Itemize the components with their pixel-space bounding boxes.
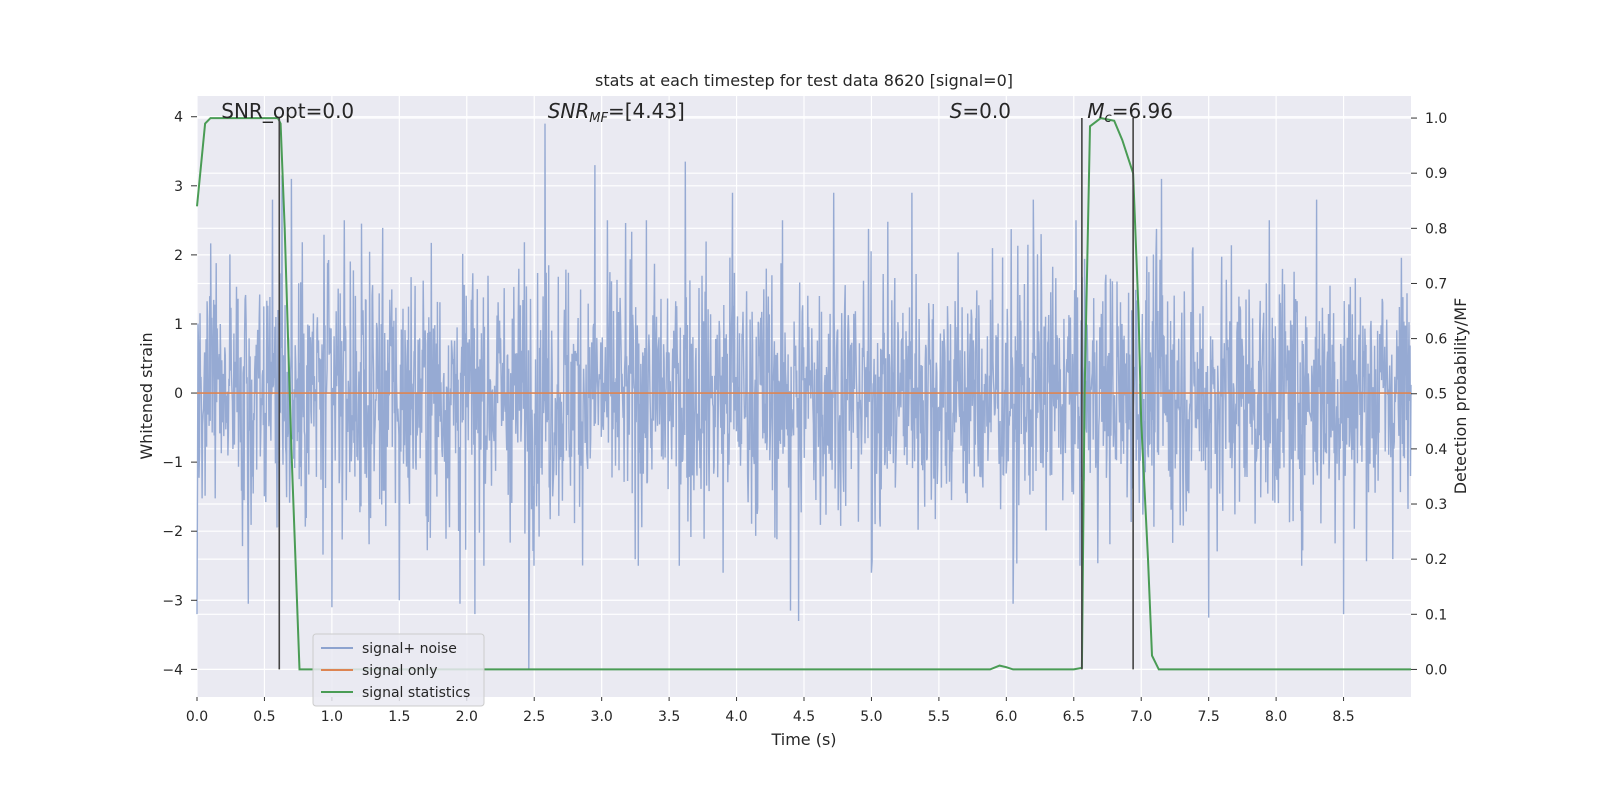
y-tick-label: −2: [162, 524, 183, 540]
annotation: SNRMF=[4.43]: [548, 99, 685, 126]
x-tick-label: 3.5: [658, 709, 680, 725]
y-tick-label: 2: [174, 248, 183, 264]
annotation-suffix: =0.0: [962, 99, 1011, 123]
y-tick-label: −1: [162, 455, 183, 471]
x-tick-label: 7.5: [1198, 709, 1220, 725]
y-tick-label: 1: [174, 317, 183, 333]
y-right-tick-label: 0.7: [1425, 276, 1447, 292]
x-tick-label: 8.0: [1265, 709, 1287, 725]
chart-title: stats at each timestep for test data 862…: [595, 71, 1013, 90]
y-right-tick-label: 0.1: [1425, 607, 1447, 623]
y-right-tick-label: 0.6: [1425, 332, 1447, 348]
y-right-tick-label: 1.0: [1425, 111, 1447, 127]
y-right-tick-label: 0.0: [1425, 662, 1447, 678]
x-tick-label: 3.0: [591, 709, 613, 725]
y-tick-label: 0: [174, 386, 183, 402]
x-tick-label: 2.0: [456, 709, 478, 725]
y-tick-label: 3: [174, 179, 183, 195]
annotation-main: S: [950, 99, 963, 123]
annotation-main: SNR_opt=0.0: [221, 99, 354, 123]
y-tick-label: 4: [174, 110, 183, 126]
x-tick-label: 0.0: [186, 709, 208, 725]
annotation-suffix: =[4.43]: [608, 99, 685, 123]
x-tick-label: 8.5: [1332, 709, 1354, 725]
tick-layer: 0.0 0.5 1.0 1.5 2.0 2.5 3.0 3.5 4.0 4.5 5.0 5.5 6.0 6…: [162, 110, 1447, 725]
legend-entry-label: signal statistics: [362, 685, 470, 701]
annotation: SNR_opt=0.0: [221, 99, 354, 123]
legend-entry-label: signal+ noise: [362, 641, 457, 657]
x-tick-label: 2.5: [523, 709, 545, 725]
annotation: Mc=6.96: [1087, 99, 1173, 126]
series-signal-noise: [196, 123, 1412, 670]
annotation-suffix: =6.96: [1112, 99, 1173, 123]
y-right-axis-label: Detection probability/MF: [1451, 298, 1470, 495]
y-right-tick-label: 0.4: [1425, 442, 1447, 458]
annotation-layer: SNR_opt=0.0 SNRMF=[4.43] S=0.0 Mc=6.96: [221, 99, 1173, 126]
y-right-tick-label: 0.9: [1425, 166, 1447, 182]
x-tick-label: 6.5: [1063, 709, 1085, 725]
vline-layer: [278, 118, 1134, 670]
x-axis-label: Time (s): [770, 730, 836, 749]
noise-series-layer: [196, 123, 1412, 670]
x-tick-label: 0.5: [253, 709, 275, 725]
legend: signal+ noise signal only signal statistic…: [312, 633, 485, 707]
series-signal-statistics: [196, 117, 1411, 671]
x-tick-label: 5.5: [928, 709, 950, 725]
line-series-layer: [196, 117, 1412, 671]
y-right-tick-label: 0.5: [1425, 387, 1447, 403]
y-tick-label: −3: [162, 593, 183, 609]
x-tick-label: 1.5: [388, 709, 410, 725]
annotation-subscript: MF: [589, 111, 608, 126]
y-tick-label: −4: [162, 662, 183, 678]
x-tick-label: 7.0: [1130, 709, 1152, 725]
legend-entry-label: signal only: [362, 663, 437, 679]
x-tick-label: 4.5: [793, 709, 815, 725]
annotation-main: SNR: [548, 99, 590, 123]
annotation: S=0.0: [950, 99, 1011, 123]
y-right-tick-label: 0.3: [1425, 497, 1447, 513]
annotation-subscript: c: [1105, 111, 1112, 126]
y-right-tick-label: 0.2: [1425, 552, 1447, 568]
x-tick-label: 1.0: [321, 709, 343, 725]
y-right-tick-label: 0.8: [1425, 221, 1447, 237]
x-tick-label: 4.0: [725, 709, 747, 725]
x-tick-label: 5.0: [860, 709, 882, 725]
y-axis-label: Whitened strain: [137, 332, 156, 459]
annotation-main: M: [1087, 99, 1104, 123]
x-tick-label: 6.0: [995, 709, 1017, 725]
legend-box: [312, 633, 485, 707]
